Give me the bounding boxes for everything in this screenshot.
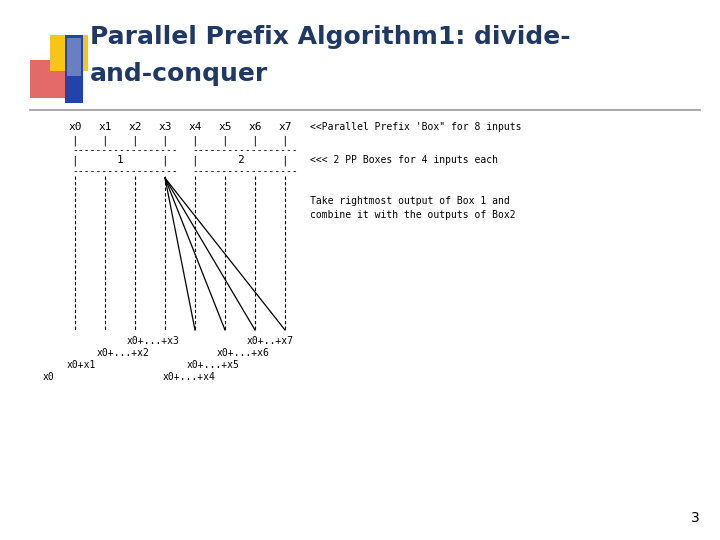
Text: ------------------: ------------------ (72, 145, 178, 155)
Text: |: | (161, 155, 168, 165)
Bar (65, 35, 83, 103)
Text: |: | (282, 135, 289, 145)
Text: x0: x0 (68, 122, 82, 132)
Text: |: | (282, 155, 289, 165)
Text: 2: 2 (237, 155, 243, 165)
Text: x2: x2 (128, 122, 142, 132)
Text: x5: x5 (218, 122, 232, 132)
Text: x3: x3 (158, 122, 172, 132)
Text: x0+...+x5: x0+...+x5 (187, 360, 240, 370)
Text: |: | (71, 155, 78, 165)
Text: ------------------: ------------------ (72, 166, 178, 176)
Text: and-conquer: and-conquer (90, 62, 269, 86)
Text: <<< 2 PP Boxes for 4 inputs each: <<< 2 PP Boxes for 4 inputs each (310, 155, 498, 165)
Bar (30, 60, 74, 98)
Text: x0+...+x6: x0+...+x6 (217, 348, 270, 358)
Text: |: | (251, 135, 258, 145)
Text: x6: x6 (248, 122, 262, 132)
Text: x0: x0 (43, 372, 55, 382)
Text: x0+x1: x0+x1 (67, 360, 96, 370)
Text: <<Parallel Prefix 'Box" for 8 inputs: <<Parallel Prefix 'Box" for 8 inputs (310, 122, 521, 132)
Text: x1: x1 (98, 122, 112, 132)
Text: x7: x7 (278, 122, 292, 132)
Text: Parallel Prefix Algorithm1: divide-: Parallel Prefix Algorithm1: divide- (90, 25, 571, 49)
Text: ------------------: ------------------ (192, 145, 298, 155)
Text: |: | (102, 135, 109, 145)
Text: |: | (161, 135, 168, 145)
Text: 1: 1 (117, 155, 123, 165)
Bar (50, 35, 88, 71)
Text: 3: 3 (691, 511, 700, 525)
Bar (67, 38, 81, 76)
Text: Take rightmost output of Box 1 and: Take rightmost output of Box 1 and (310, 196, 510, 206)
Text: |: | (192, 135, 199, 145)
Text: |: | (192, 155, 199, 165)
Text: x0+...+x4: x0+...+x4 (163, 372, 216, 382)
Text: |: | (71, 135, 78, 145)
Text: x0+...+x2: x0+...+x2 (97, 348, 150, 358)
Text: x4: x4 (188, 122, 202, 132)
Text: combine it with the outputs of Box2: combine it with the outputs of Box2 (310, 210, 516, 220)
Text: |: | (222, 135, 228, 145)
Text: ------------------: ------------------ (192, 166, 298, 176)
Text: x0+..+x7: x0+..+x7 (247, 336, 294, 346)
Text: |: | (132, 135, 138, 145)
Text: x0+...+x3: x0+...+x3 (127, 336, 180, 346)
